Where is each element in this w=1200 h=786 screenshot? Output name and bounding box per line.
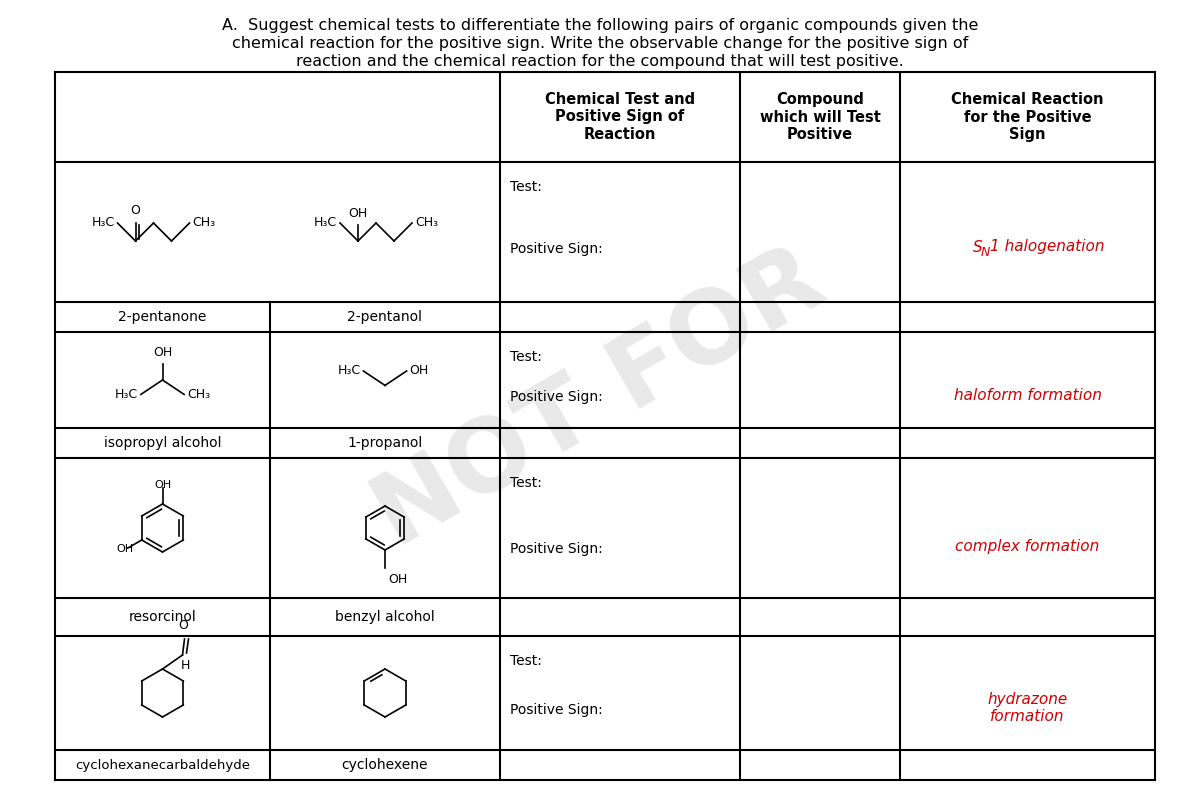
Text: NOT FOR: NOT FOR [359, 233, 841, 567]
Text: 1-propanol: 1-propanol [347, 436, 422, 450]
Text: benzyl alcohol: benzyl alcohol [335, 610, 434, 624]
Text: resorcinol: resorcinol [128, 610, 197, 624]
Text: 2-pentanone: 2-pentanone [119, 310, 206, 324]
Text: Test:: Test: [510, 654, 542, 668]
Text: OH: OH [388, 573, 407, 586]
Text: Positive Sign:: Positive Sign: [510, 542, 602, 556]
Text: H₃C: H₃C [314, 216, 337, 230]
Text: Test:: Test: [510, 350, 542, 364]
Text: OH: OH [116, 545, 134, 554]
Text: reaction and the chemical reaction for the compound that will test positive.: reaction and the chemical reaction for t… [296, 54, 904, 69]
Text: H₃C: H₃C [337, 365, 360, 377]
Text: cyclohexanecarbaldehyde: cyclohexanecarbaldehyde [74, 758, 250, 772]
Text: CH₃: CH₃ [415, 216, 438, 230]
Text: OH: OH [409, 365, 428, 377]
Text: CH₃: CH₃ [187, 388, 210, 401]
Text: OH: OH [348, 207, 367, 220]
Text: N: N [980, 245, 990, 259]
Text: Chemical Test and
Positive Sign of
Reaction: Chemical Test and Positive Sign of React… [545, 92, 695, 142]
Text: Chemical Reaction
for the Positive
Sign: Chemical Reaction for the Positive Sign [952, 92, 1104, 142]
Text: haloform formation: haloform formation [954, 387, 1102, 402]
Text: Compound
which will Test
Positive: Compound which will Test Positive [760, 92, 881, 142]
Text: H: H [180, 659, 190, 672]
Text: Positive Sign:: Positive Sign: [510, 242, 602, 256]
Text: A.  Suggest chemical tests to differentiate the following pairs of organic compo: A. Suggest chemical tests to differentia… [222, 18, 978, 33]
Text: OH: OH [154, 480, 172, 490]
Text: Test:: Test: [510, 180, 542, 194]
Text: 1 halogenation: 1 halogenation [990, 240, 1104, 255]
Text: Positive Sign:: Positive Sign: [510, 390, 602, 404]
Text: isopropyl alcohol: isopropyl alcohol [103, 436, 221, 450]
Text: Positive Sign:: Positive Sign: [510, 703, 602, 717]
Text: S: S [972, 240, 982, 255]
Text: OH: OH [152, 346, 172, 358]
Text: chemical reaction for the positive sign. Write the observable change for the pos: chemical reaction for the positive sign.… [232, 36, 968, 51]
Text: complex formation: complex formation [955, 539, 1099, 554]
Text: H₃C: H₃C [91, 216, 114, 230]
Text: CH₃: CH₃ [192, 216, 216, 230]
Text: O: O [131, 204, 140, 217]
Text: 2-pentanol: 2-pentanol [348, 310, 422, 324]
Text: Test:: Test: [510, 476, 542, 490]
Text: O: O [179, 619, 188, 632]
Text: cyclohexene: cyclohexene [342, 758, 428, 772]
Text: H₃C: H₃C [115, 388, 138, 401]
Text: hydrazone
formation: hydrazone formation [988, 692, 1068, 724]
